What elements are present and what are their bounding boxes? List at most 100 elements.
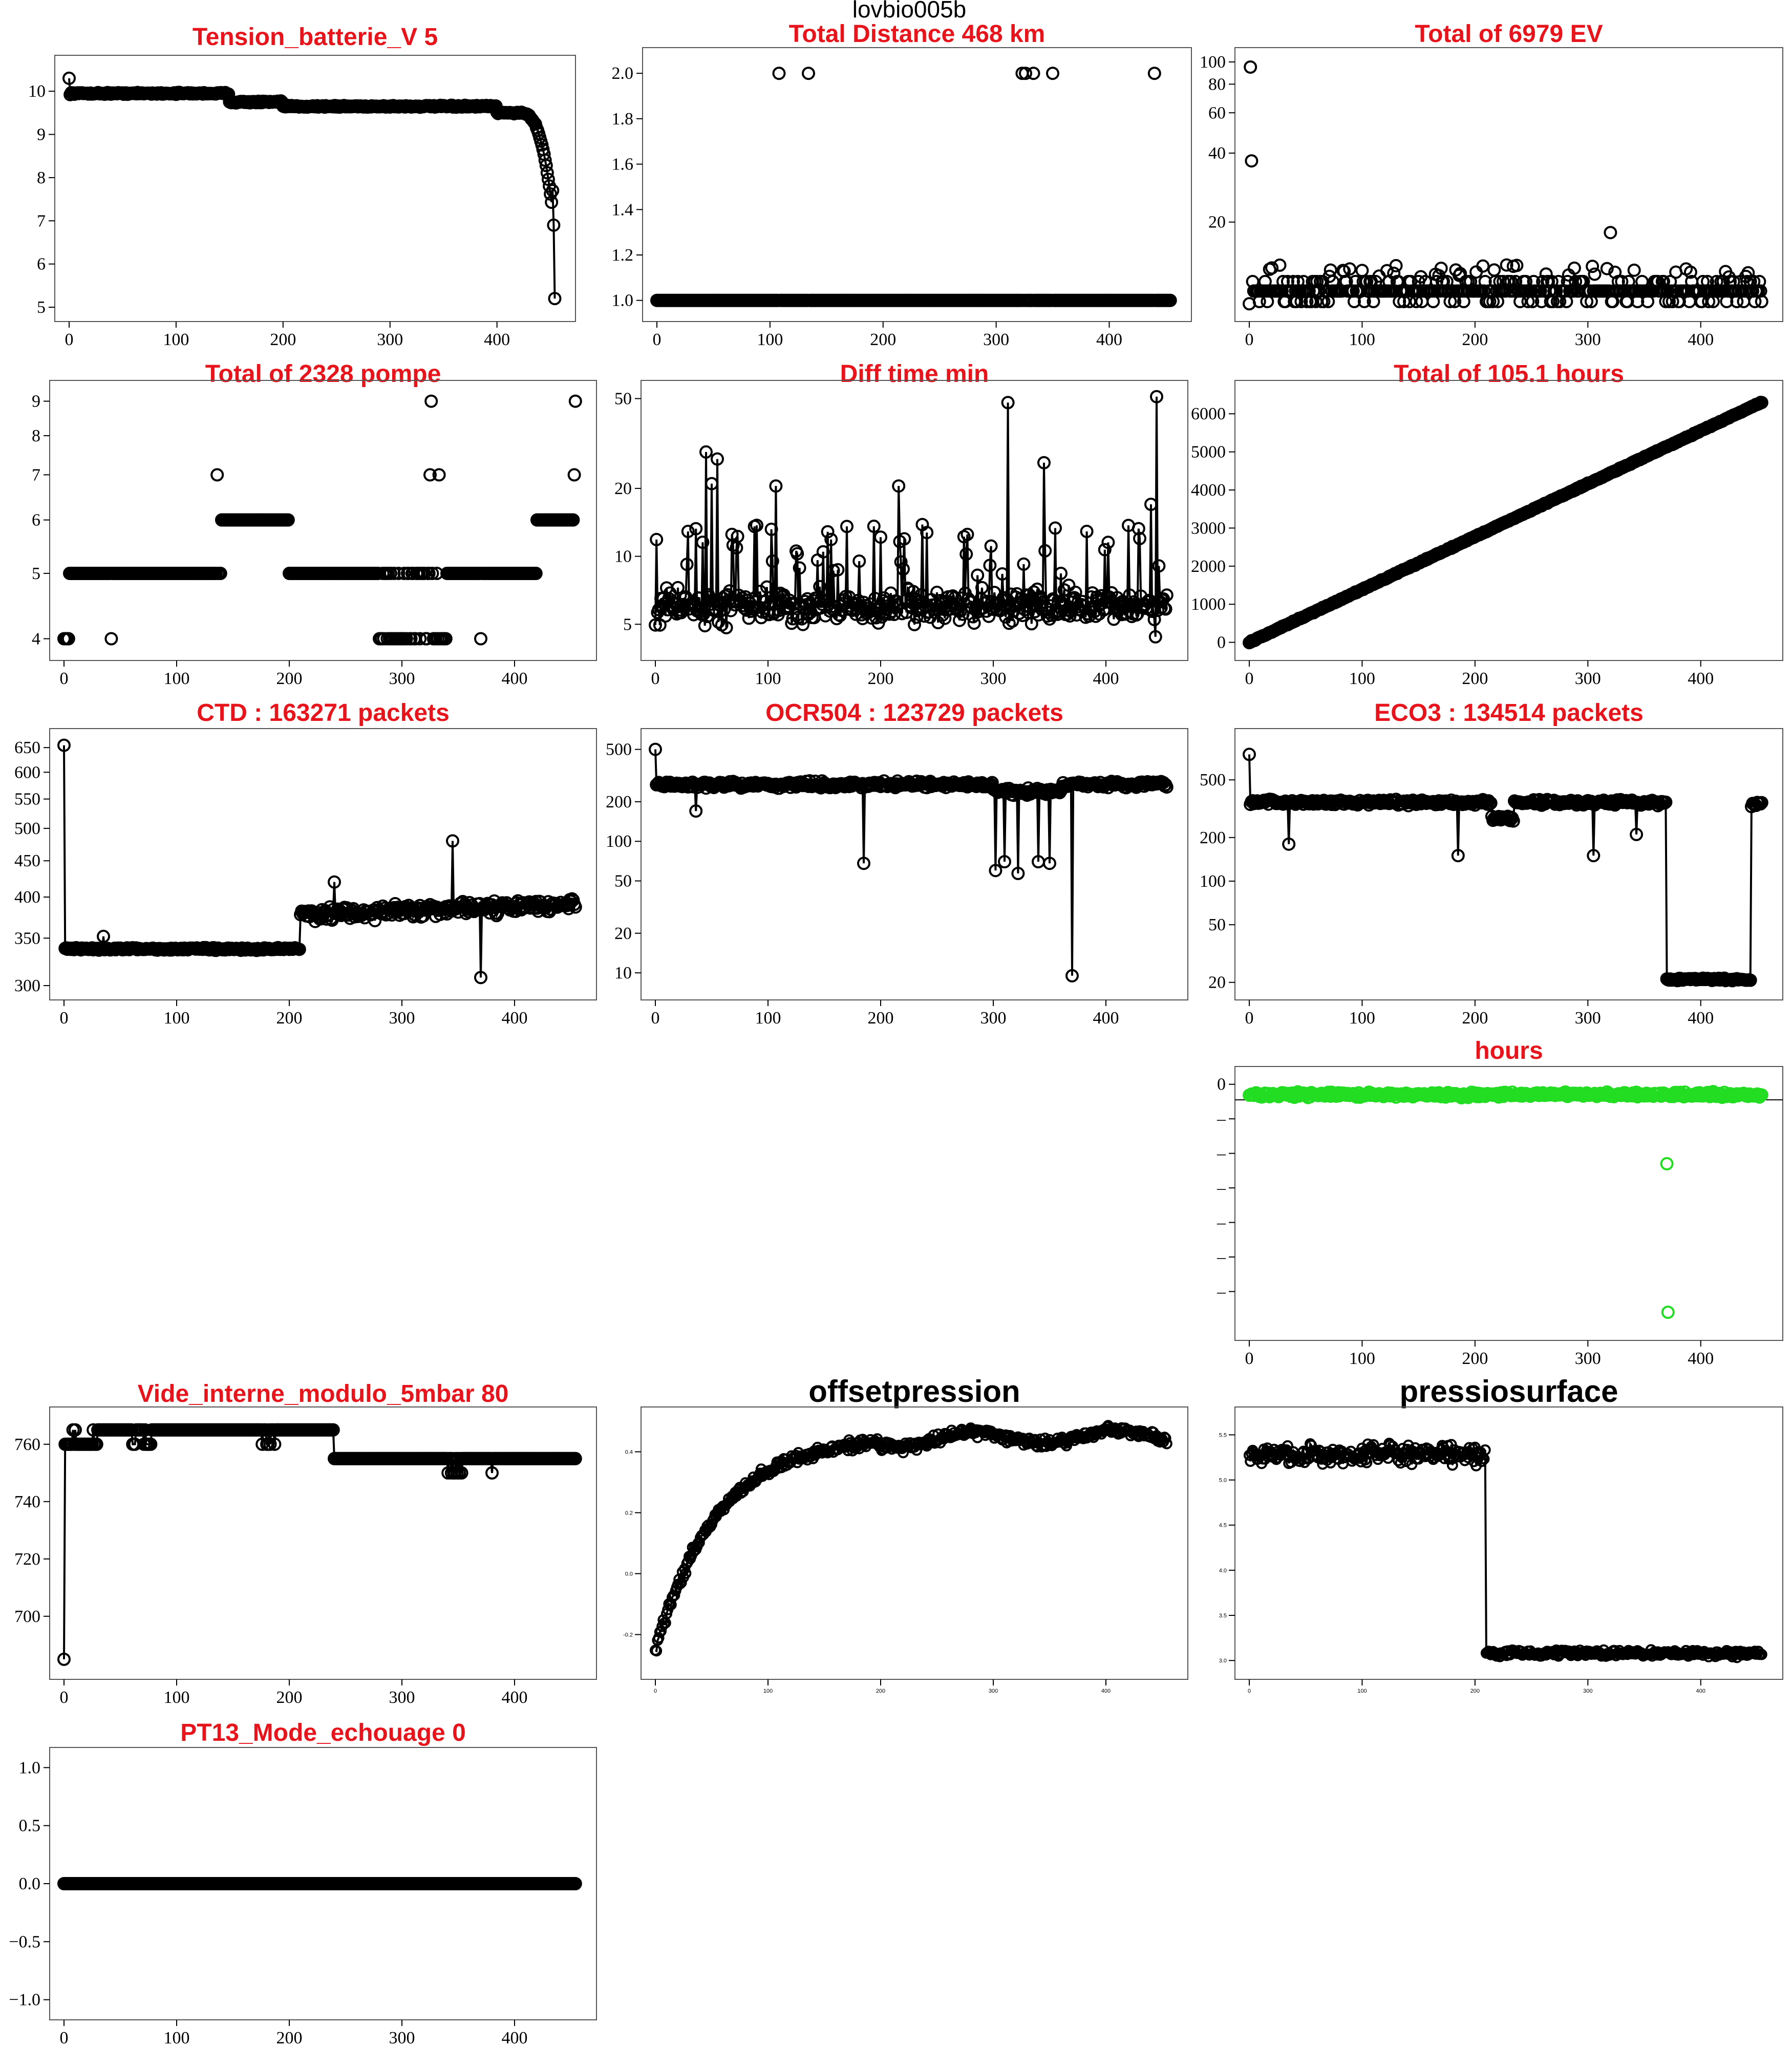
y-tick-label: 20 xyxy=(614,479,632,498)
data-point xyxy=(671,581,685,594)
y-tick-label: 740 xyxy=(14,1492,40,1511)
y-tick-label: 80 xyxy=(1208,75,1226,94)
data-point xyxy=(760,580,774,594)
y-tick-label: 7 xyxy=(32,465,40,484)
data-point xyxy=(371,566,385,580)
y-tick-label: 20 xyxy=(1208,973,1226,992)
panel-title: ECO3 : 134514 packets xyxy=(1374,699,1644,727)
data-point xyxy=(1150,390,1163,403)
data-point xyxy=(439,632,453,646)
x-tick-label: 200 xyxy=(1462,1349,1488,1368)
y-tick-label: 1.0 xyxy=(612,291,634,310)
y-tick-label: 9 xyxy=(32,392,40,411)
data-point xyxy=(474,632,487,646)
y-tick-label: 50 xyxy=(614,390,632,409)
y-tick-label: 7 xyxy=(37,211,46,230)
data-point xyxy=(983,559,997,572)
y-tick-label: 1.6 xyxy=(612,155,634,174)
x-tick-label: 400 xyxy=(1093,669,1119,688)
data-point xyxy=(539,159,553,173)
data-point xyxy=(1500,258,1513,272)
x-tick-label: 0 xyxy=(653,330,662,349)
x-tick-label: 300 xyxy=(1575,669,1601,688)
data-point xyxy=(650,532,664,546)
data-point xyxy=(210,468,224,482)
data-point xyxy=(1025,617,1038,631)
data-point xyxy=(938,611,952,625)
data-point xyxy=(540,166,554,180)
data-point xyxy=(328,875,341,889)
panel-title: Diff time min xyxy=(840,360,989,388)
plot-frame xyxy=(49,380,597,661)
data-point xyxy=(1049,521,1062,535)
data-point xyxy=(423,468,437,482)
data-point xyxy=(1600,262,1614,275)
data-point xyxy=(1244,60,1257,74)
series-line xyxy=(1248,754,1763,983)
data-point xyxy=(824,532,838,546)
data-point xyxy=(1019,67,1032,80)
data-point xyxy=(1273,258,1287,272)
data-point xyxy=(1038,544,1052,558)
plot-frame xyxy=(641,380,1188,661)
data-point xyxy=(529,566,543,580)
data-point xyxy=(1660,1157,1674,1170)
x-tick-label: 100 xyxy=(1349,1349,1375,1368)
y-tick-label: 1.2 xyxy=(612,246,634,265)
data-point xyxy=(425,566,439,580)
data-point xyxy=(984,539,998,553)
x-tick-label: 200 xyxy=(1462,330,1488,349)
data-point xyxy=(920,526,934,540)
y-tick-label: 5 xyxy=(37,298,46,317)
data-point xyxy=(1144,498,1158,511)
plot-frame xyxy=(49,728,597,1000)
y-tick-label: 200 xyxy=(606,793,632,812)
data-point xyxy=(281,513,295,527)
data-point xyxy=(1037,456,1051,470)
data-point xyxy=(1588,267,1602,281)
data-point xyxy=(1132,522,1145,536)
data-point xyxy=(731,529,744,543)
x-tick-label: 300 xyxy=(980,1009,1007,1028)
data-point xyxy=(214,566,227,580)
x-tick-label: 200 xyxy=(276,1009,303,1028)
data-point xyxy=(1159,602,1172,616)
x-tick-label: 0 xyxy=(1245,330,1254,349)
y-tick-label: 5 xyxy=(32,564,40,583)
y-tick-label: 400 xyxy=(14,888,40,907)
data-point xyxy=(1098,543,1112,557)
data-point xyxy=(867,519,881,533)
x-tick-label: 100 xyxy=(1349,330,1375,349)
data-point xyxy=(1006,614,1019,628)
data-point xyxy=(1389,259,1403,272)
data-point xyxy=(959,547,973,561)
x-tick-label: 100 xyxy=(164,1009,190,1028)
data-point xyxy=(874,530,887,544)
y-tick-label: 10 xyxy=(28,82,46,101)
y-tick-label: 6000 xyxy=(1191,404,1226,423)
y-tick-label: 200 xyxy=(1200,828,1226,847)
x-tick-label: 200 xyxy=(868,669,894,688)
data-point xyxy=(474,971,487,985)
data-point xyxy=(547,218,561,232)
chart-panel: Total Distance 468 km0 100 200 300 4001.01.2… xyxy=(612,20,1192,349)
panel-title: Tension_batterie_V 5 xyxy=(193,24,438,51)
panels: Tension_batterie_V 50 100 200 300 4005678910… xyxy=(9,20,1783,2047)
data-point xyxy=(1536,274,1550,288)
data-point xyxy=(61,632,75,646)
x-tick-label: 300 xyxy=(1575,1349,1601,1368)
data-point xyxy=(802,67,815,80)
panel-title: Total of 2328 pompe xyxy=(205,360,441,388)
data-point xyxy=(1586,260,1599,273)
y-tick-label: 1.4 xyxy=(612,200,634,219)
y-tick-label: 6 xyxy=(32,511,40,530)
data-point xyxy=(568,394,582,408)
y-tick-label: 300 xyxy=(14,976,40,995)
y-tick-label: 8 xyxy=(37,168,46,187)
x-tick-label: 400 xyxy=(502,1688,528,1707)
x-tick-label: 200 xyxy=(868,1009,894,1028)
